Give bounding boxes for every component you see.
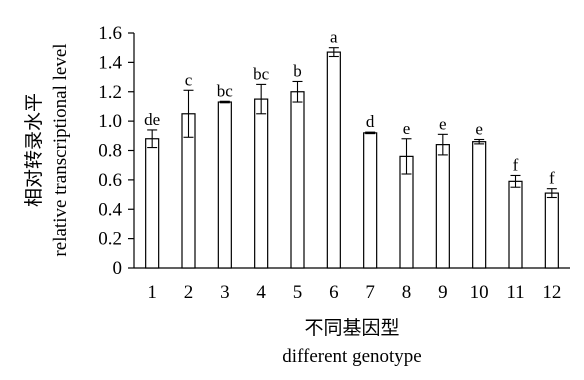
bar-11: [508, 180, 523, 269]
significance-label-12: f: [549, 169, 555, 188]
y-ticks: 0 0.2 0.4 0.6 0.8 1.0 1.2 1.4 1.6: [98, 23, 134, 279]
bar-7: [363, 132, 378, 269]
significance-label-6: a: [330, 28, 338, 47]
significance-label-7: d: [366, 112, 375, 131]
y-tick-label: 1.6: [98, 23, 122, 44]
significance-label-2: c: [185, 70, 193, 89]
y-tick-label: 1.0: [98, 111, 122, 132]
x-tick-label-7: 7: [365, 282, 375, 303]
bar-3: [217, 101, 232, 269]
x-tick-label-5: 5: [293, 282, 303, 303]
bar-10: [472, 141, 487, 269]
y-tick-label: 1.4: [98, 52, 122, 73]
bar-1: [145, 138, 160, 269]
x-tick-label-6: 6: [329, 282, 339, 303]
significance-label-10: e: [475, 119, 483, 138]
x-tick-label-1: 1: [147, 282, 157, 303]
significance-label-11: f: [513, 155, 519, 174]
x-tick-label-11: 11: [506, 282, 524, 303]
x-tick-label-10: 10: [470, 282, 489, 303]
y-tick-label: 0: [113, 258, 123, 279]
y-axis-title-cn: 相对转录水平: [23, 93, 45, 207]
significance-label-1: de: [144, 110, 160, 129]
y-tick-label: 1.2: [98, 82, 122, 103]
bar-5: [290, 91, 305, 269]
bar-4: [254, 98, 269, 269]
y-tick-label: 0.8: [98, 141, 122, 162]
significance-label-8: e: [403, 119, 411, 138]
x-tick-label-3: 3: [220, 282, 230, 303]
x-tick-label-4: 4: [256, 282, 266, 303]
x-tick-label-9: 9: [438, 282, 448, 303]
x-tick-label-12: 12: [542, 282, 561, 303]
significance-label-3: bc: [217, 81, 234, 100]
category-labels: 1 2 3 4 5 6 7 8 9 10 11 12: [147, 282, 561, 303]
y-tick-label: 0.6: [98, 170, 122, 191]
y-axis-title-en: relative transcriptional level: [50, 43, 71, 256]
y-tick-label: 0.4: [98, 199, 122, 220]
y-tick-label: 0.2: [98, 229, 122, 250]
x-tick-label-2: 2: [184, 282, 194, 303]
bar-9: [435, 144, 450, 269]
significance-label-9: e: [439, 114, 447, 133]
bar-12: [544, 192, 559, 269]
x-axis-title-en: different genotype: [282, 346, 421, 367]
significance-label-4: bc: [253, 64, 270, 83]
significance-label-5: b: [293, 61, 302, 80]
bar-6: [326, 51, 341, 269]
x-axis-title-cn: 不同基因型: [304, 317, 399, 339]
axes: [133, 33, 570, 269]
x-tick-label-8: 8: [402, 282, 412, 303]
